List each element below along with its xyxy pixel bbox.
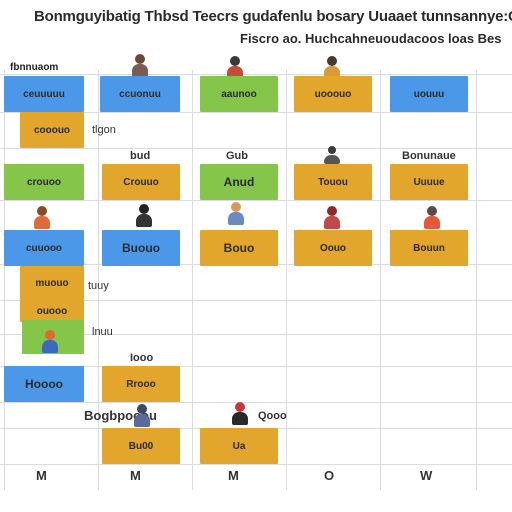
avatar-person-icon [422, 206, 442, 230]
schedule-card[interactable]: Bouo [200, 230, 278, 266]
card-label: bud [130, 150, 151, 162]
schedule-card[interactable]: Touou [294, 164, 372, 200]
schedule-card[interactable]: uouuu [390, 76, 468, 112]
row-label: tuuy [88, 280, 109, 292]
grid-line [0, 334, 512, 335]
footer-mark: M [130, 468, 141, 483]
card-label: Qooo [258, 410, 287, 422]
avatar-person-icon [32, 206, 52, 230]
footer-mark: M [228, 468, 239, 483]
avatar-person-icon [322, 206, 342, 230]
footer-mark: W [420, 468, 433, 483]
avatar-person-icon [322, 146, 342, 170]
schedule-card[interactable]: aaunoo [200, 76, 278, 112]
avatar-person-icon [40, 330, 60, 354]
schedule-card[interactable]: Bouun [390, 230, 468, 266]
schedule-card[interactable]: cooouo [20, 112, 84, 148]
schedule-card[interactable]: ceuuuuu [4, 76, 84, 112]
schedule-card[interactable]: Bu00 [102, 428, 180, 464]
grid-line [0, 200, 512, 201]
schedule-card[interactable]: cuuooo [4, 230, 84, 266]
grid-line [192, 70, 193, 490]
grid-line [4, 70, 5, 490]
schedule-card[interactable]: crouoo [4, 164, 84, 200]
schedule-card[interactable]: Crouuo [102, 164, 180, 200]
card-label: Iooo [130, 352, 154, 364]
avatar-person-icon [134, 204, 154, 228]
footer-mark: M [36, 468, 47, 483]
card-label: Gub [226, 150, 248, 162]
grid-line [98, 70, 99, 490]
schedule-card[interactable]: Ua [200, 428, 278, 464]
grid-line [0, 402, 512, 403]
footer-mark: O [324, 468, 335, 483]
grid-line [0, 148, 512, 149]
grid-line [0, 366, 512, 367]
column-header-label: fbnnuaom [10, 62, 59, 73]
avatar-person-icon [322, 56, 342, 80]
schedule-card[interactable]: Hoooo [4, 366, 84, 402]
grid-line [476, 70, 477, 490]
schedule-card[interactable]: Anud [200, 164, 278, 200]
grid-line [286, 70, 287, 490]
grid-line [0, 300, 512, 301]
avatar-person-icon [132, 404, 152, 428]
avatar-person-icon [226, 202, 246, 226]
page-title: Bonmguyibatig Thbsd Teecrs gudafenlu bos… [34, 8, 512, 25]
row-label: tlgon [92, 124, 116, 136]
card-label: Bonunaue [402, 150, 456, 162]
grid-line [380, 70, 381, 490]
row-label: lnuu [92, 326, 113, 338]
page-subtitle: Fiscro ao. Huchcahneuoudacoos loas Bes [240, 31, 502, 46]
schedule-card[interactable]: Oouo [294, 230, 372, 266]
schedule-card[interactable]: Rrooo [102, 366, 180, 402]
avatar-person-icon [130, 54, 150, 78]
grid-line [0, 464, 512, 465]
schedule-card[interactable]: muouo [20, 266, 84, 300]
grid-line [0, 112, 512, 113]
schedule-card[interactable]: Buouo [102, 230, 180, 266]
avatar-person-icon [225, 56, 245, 80]
schedule-card[interactable]: uooouo [294, 76, 372, 112]
schedule-card[interactable]: ccuonuu [100, 76, 180, 112]
avatar-person-icon [230, 402, 250, 426]
grid-line [0, 74, 512, 75]
schedule-card[interactable]: ouooo [20, 300, 84, 322]
schedule-card[interactable]: Uuuue [390, 164, 468, 200]
